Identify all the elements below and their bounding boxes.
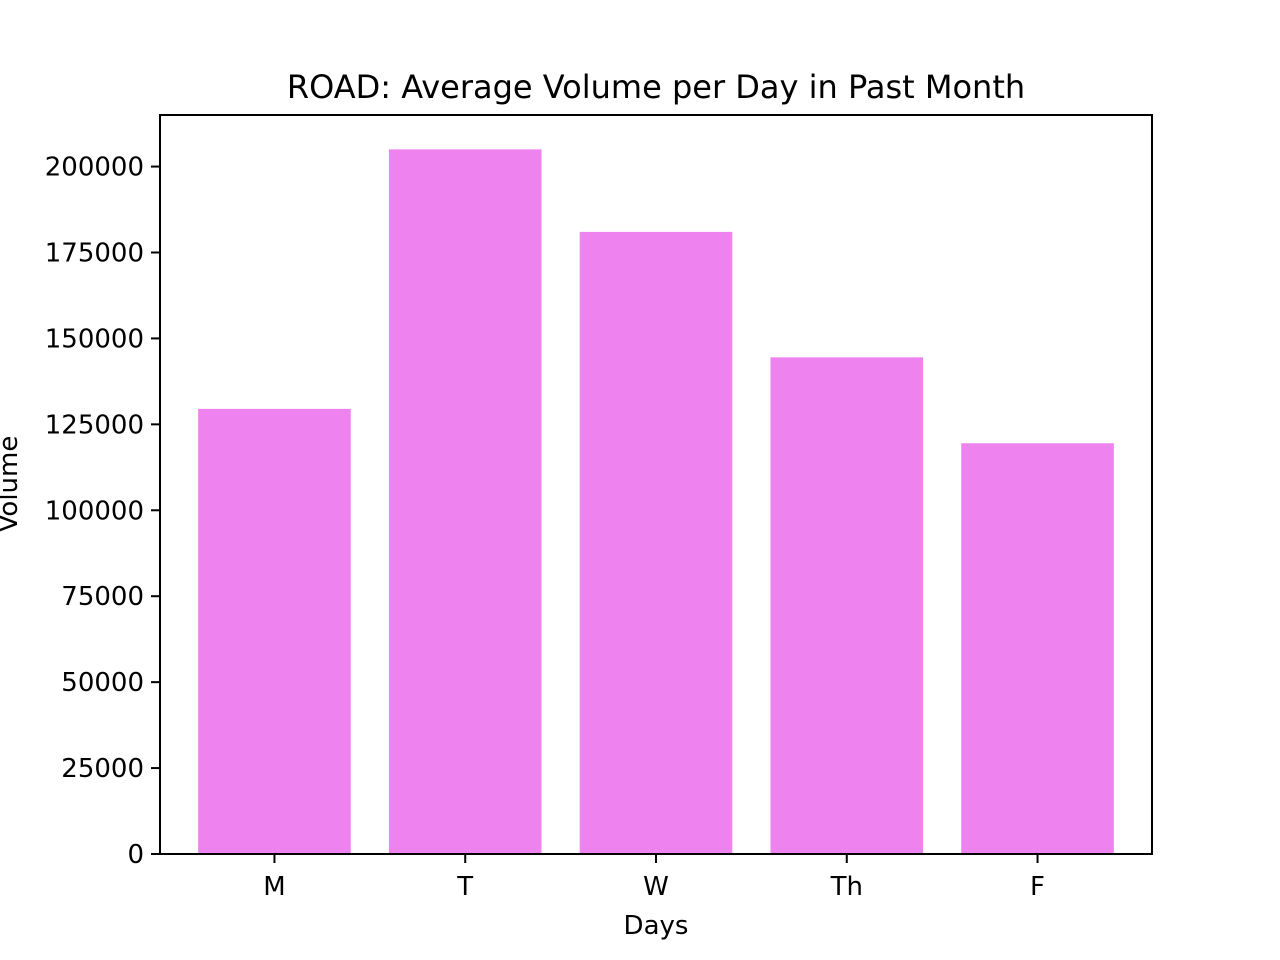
bar-f (961, 443, 1114, 854)
y-tick-label: 25000 (61, 754, 144, 784)
y-axis-label: Volume (0, 436, 24, 533)
chart-title: ROAD: Average Volume per Day in Past Mon… (287, 68, 1025, 106)
x-tick-label: F (1030, 872, 1045, 902)
x-tick-label: W (643, 872, 669, 902)
x-tick-label: M (263, 872, 285, 902)
y-tick-label: 175000 (45, 238, 144, 268)
y-tick-label: 75000 (61, 582, 144, 612)
bars-group (198, 149, 1114, 855)
y-tick-label: 125000 (45, 410, 144, 440)
plot-frame (159, 114, 1153, 855)
y-tick-label: 100000 (45, 496, 144, 526)
y-tick-label: 0 (127, 840, 144, 870)
y-axis: 0 25000 50000 75000 100000 125000 150000 175000… (45, 153, 160, 870)
y-tick-label: 50000 (61, 668, 144, 698)
bar-t (388, 149, 542, 855)
bar-m (198, 408, 351, 854)
y-tick-label: 200000 (45, 153, 144, 183)
bar-w (579, 231, 733, 854)
x-tick-label: T (456, 872, 473, 902)
x-axis-label: Days (624, 911, 689, 941)
y-tick-label: 150000 (45, 324, 144, 354)
x-axis: M T W Th F (263, 854, 1045, 902)
x-tick-label: Th (830, 872, 863, 902)
bar-th (770, 357, 924, 854)
